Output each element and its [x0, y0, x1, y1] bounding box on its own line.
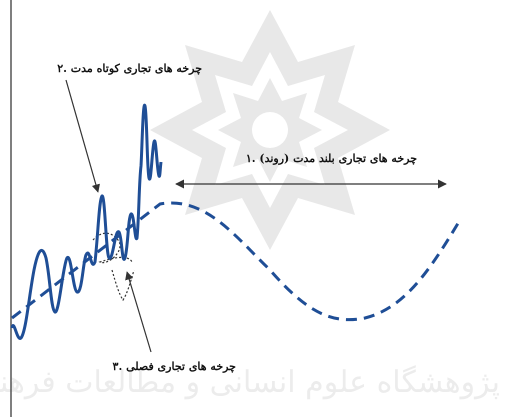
short-term-pointer-arrow	[65, 79, 100, 193]
seasonal-pointer-arrow	[125, 271, 152, 353]
long-term-trend-curve	[11, 201, 462, 322]
long-term-label: ۱. چرخه های تجاری بلند مدت (روند)	[246, 152, 417, 165]
watermark-logo	[150, 10, 390, 250]
seasonal-cycle-curve	[92, 232, 135, 302]
short-term-cycle-curve	[10, 103, 163, 340]
watermark-text: پژوهشگاه علوم انسانی و مطالعات فرهنگی	[0, 365, 500, 400]
short-term-label: ۲. چرخه های تجاری کوتاه مدت	[57, 62, 202, 75]
seasonal-label: ۳. چرخه های تجاری فصلی	[113, 360, 237, 373]
